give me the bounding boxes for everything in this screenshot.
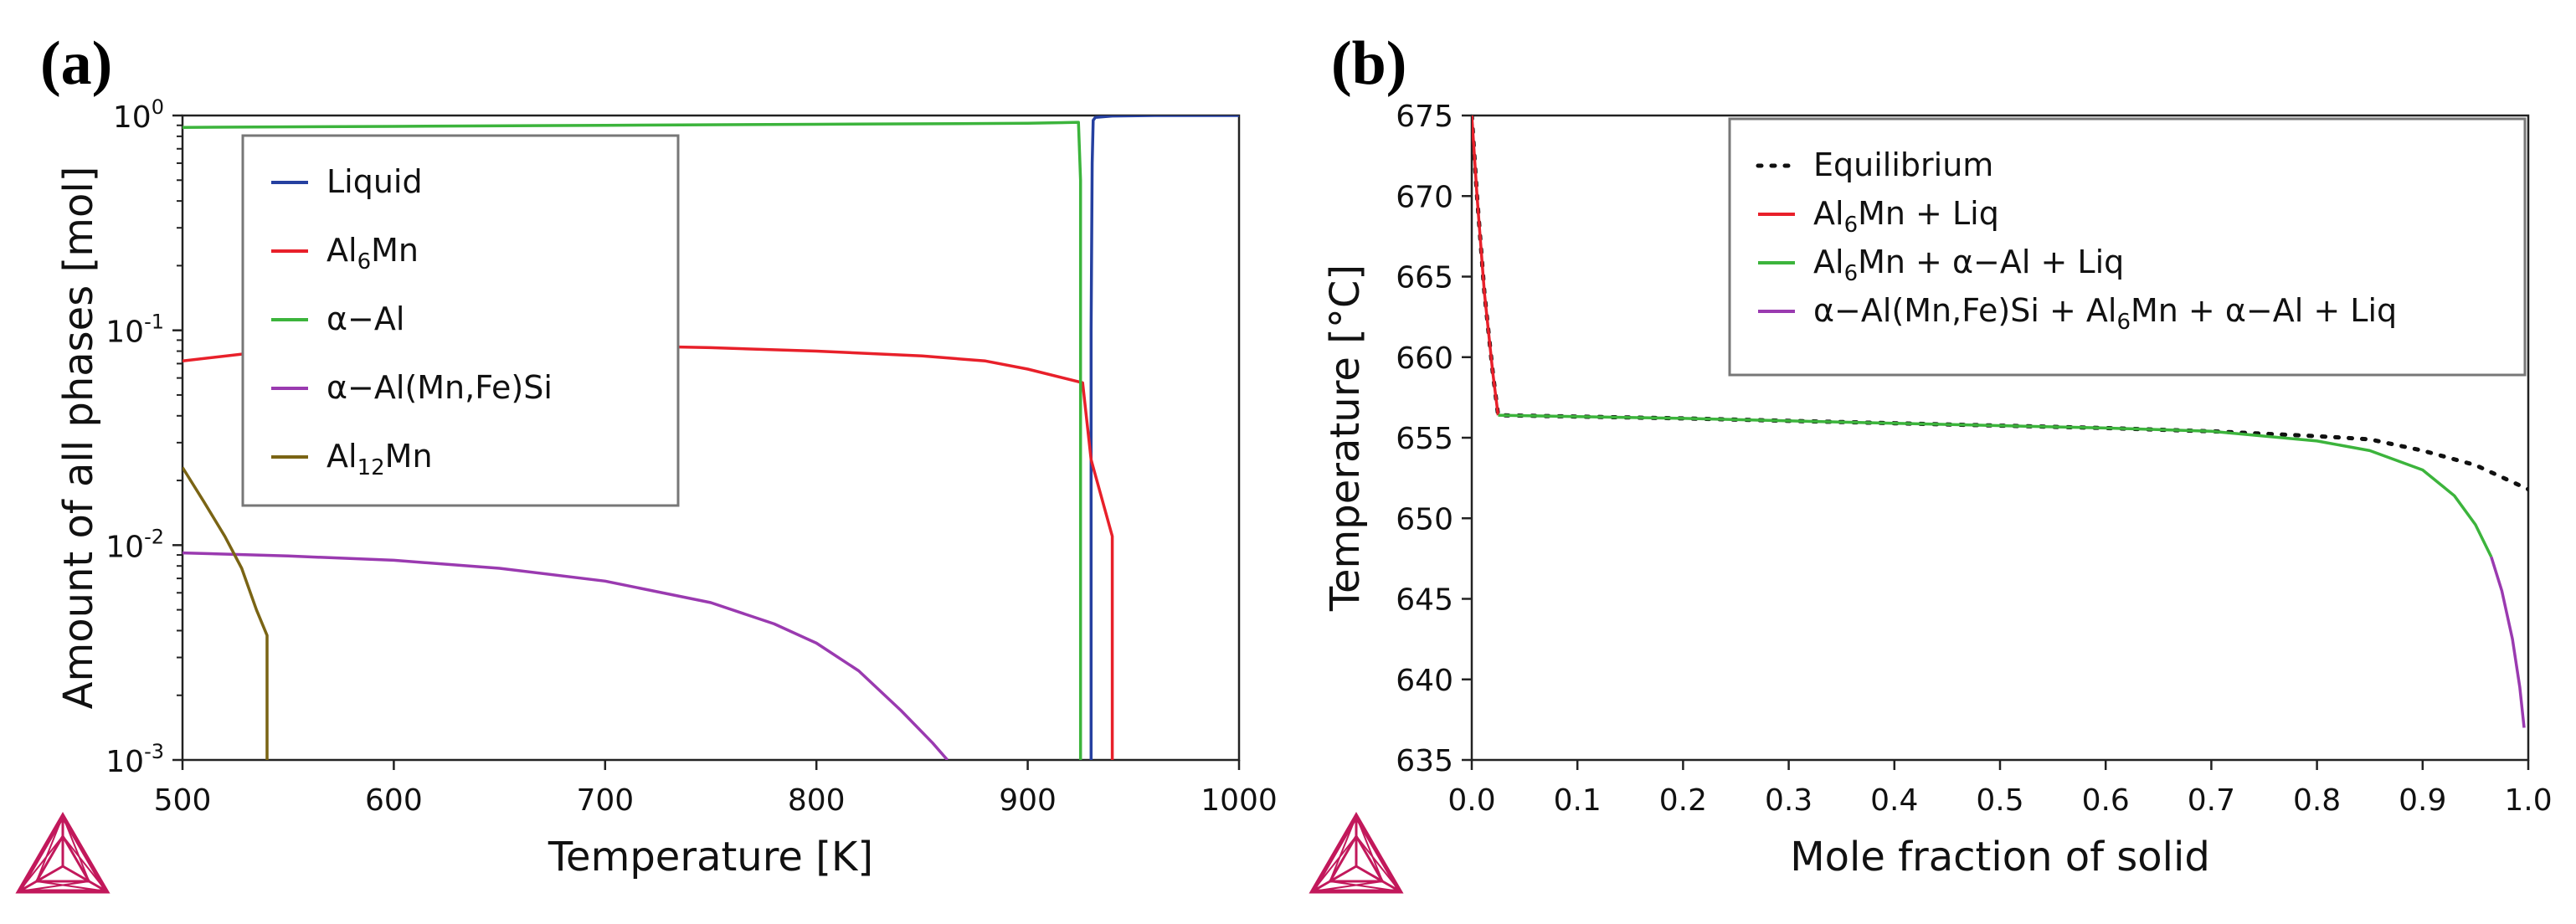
logo-facet [36, 880, 107, 892]
series-line-alpha_al_mnfesi [183, 551, 949, 760]
logo-outer-triangle [15, 812, 111, 894]
logo-facet [18, 835, 64, 892]
x-axis-label: Mole fraction of solid [1790, 834, 2210, 880]
y-tick-label: 635 [1396, 744, 1453, 778]
legend-box [241, 134, 680, 507]
series-line-al12mn [183, 466, 269, 760]
x-tick-label: 0.2 [1659, 783, 1707, 818]
legend-label-al6mn: Al6Mn + Liq [1813, 195, 1999, 238]
logo-facet [1312, 835, 1357, 892]
y-tick-label: 660 [1396, 341, 1453, 376]
legend-label-alpha_al: Al6Mn + α−Al + Liq [1813, 244, 2124, 286]
legend-label-alpha_al: α−Al [326, 300, 404, 337]
legend-label-alpha_al_mnfesi: α−Al(Mn,Fe)Si [326, 369, 553, 406]
logo-facet [62, 815, 90, 882]
series-line-liquid [1089, 116, 1239, 760]
y-tick-label: 655 [1396, 422, 1453, 456]
legend: Equilibrium Al6Mn + Liq Al6Mn + α−Al + Liq… [1728, 117, 2527, 377]
triangle-logo-icon [15, 812, 111, 894]
x-tick-label: 500 [154, 783, 212, 818]
logo-facet [1329, 815, 1357, 882]
plot-frame [181, 114, 1241, 762]
logo-facet [1312, 880, 1383, 892]
y-axis-label: Temperature [°C] [1322, 264, 1369, 612]
legend-box [1728, 117, 2527, 377]
logo-facet [1355, 835, 1401, 892]
logo-spoke [62, 865, 107, 893]
x-tick-label: 0.0 [1447, 783, 1495, 818]
legend-label-equilibrium: Equilibrium [1813, 146, 1993, 183]
logo-spoke [1312, 865, 1357, 893]
legend: Liquid Al6Mn α−Al α−Al(Mn,Fe)Si Al12Mn [241, 134, 680, 507]
x-tick-label: 600 [365, 783, 423, 818]
x-tick-label: 1000 [1201, 783, 1278, 818]
y-axis-label: Amount of all phases [mol] [55, 167, 102, 710]
x-tick-label: 0.5 [1976, 783, 2023, 818]
logo-inner-triangle [34, 834, 91, 883]
y-tick-label: 645 [1396, 583, 1453, 618]
x-tick-label: 0.7 [2188, 783, 2235, 818]
chart-panel-b: (b) 0.0 0.1 0.2 0.3 0.4 0.5 0.6 0.7 0.8 0.9 1.0 635 6… [1322, 29, 2553, 880]
chart-panel-a: (a) 500 600 700 800 900 1000 10-3 10-2 10-1 100 Tem… [40, 29, 1278, 880]
x-tick-label: 700 [576, 783, 634, 818]
legend-label-alpha_al_mnfesi: α−Al(Mn,Fe)Si + Al6Mn + α−Al + Liq [1813, 292, 2397, 335]
y-tick-label: 10-3 [105, 740, 164, 779]
logo-facet [1355, 815, 1384, 882]
x-tick-label: 0.3 [1765, 783, 1812, 818]
y-tick-label: 665 [1396, 261, 1453, 295]
legend-label-al12mn: Al12Mn [326, 438, 433, 480]
logo-spoke [1355, 865, 1401, 893]
series-line-alpha_al_mnfesi [2490, 556, 2526, 728]
x-tick-label: 800 [788, 783, 846, 818]
x-tick-label: 1.0 [2504, 783, 2552, 818]
thermo-calc-logo-b [1309, 812, 1404, 894]
logo-spoke [18, 865, 64, 893]
series-line-al6mn [1472, 116, 1500, 416]
logo-facet [1329, 880, 1401, 892]
logo-facet [62, 835, 107, 892]
x-axis-label: Temperature [K] [548, 834, 873, 880]
logo-facet [18, 880, 90, 892]
y-tick-label: 10-1 [105, 311, 164, 350]
x-tick-label: 0.8 [2293, 783, 2341, 818]
legend-label-al6mn: Al6Mn [326, 232, 419, 275]
thermo-calc-logo-a [15, 812, 111, 894]
y-tick-label: 640 [1396, 664, 1453, 698]
plot-area [1472, 116, 2528, 728]
y-tick-label: 675 [1396, 100, 1453, 134]
series-line-alpha_al [1498, 413, 2493, 558]
x-tick-label: 900 [999, 783, 1057, 818]
y-tick-label: 670 [1396, 180, 1453, 214]
y-tick-label: 10-2 [105, 525, 164, 564]
x-tick-label: 0.9 [2399, 783, 2446, 818]
x-tick-label: 0.4 [1870, 783, 1918, 818]
panel-label: (b) [1331, 29, 1406, 98]
x-tick-label: 0.6 [2082, 783, 2130, 818]
legend-label-liquid: Liquid [326, 163, 423, 200]
panel-label: (a) [40, 29, 112, 98]
logo-facet [35, 815, 64, 882]
series-line-alpha_al [183, 121, 1082, 760]
y-tick-label: 100 [113, 95, 164, 135]
x-tick-label: 0.1 [1554, 783, 1602, 818]
logo-inner-triangle [1328, 834, 1385, 883]
y-tick-label: 650 [1396, 502, 1453, 536]
logo-outer-triangle [1309, 812, 1404, 894]
triangle-logo-icon [1309, 812, 1404, 894]
